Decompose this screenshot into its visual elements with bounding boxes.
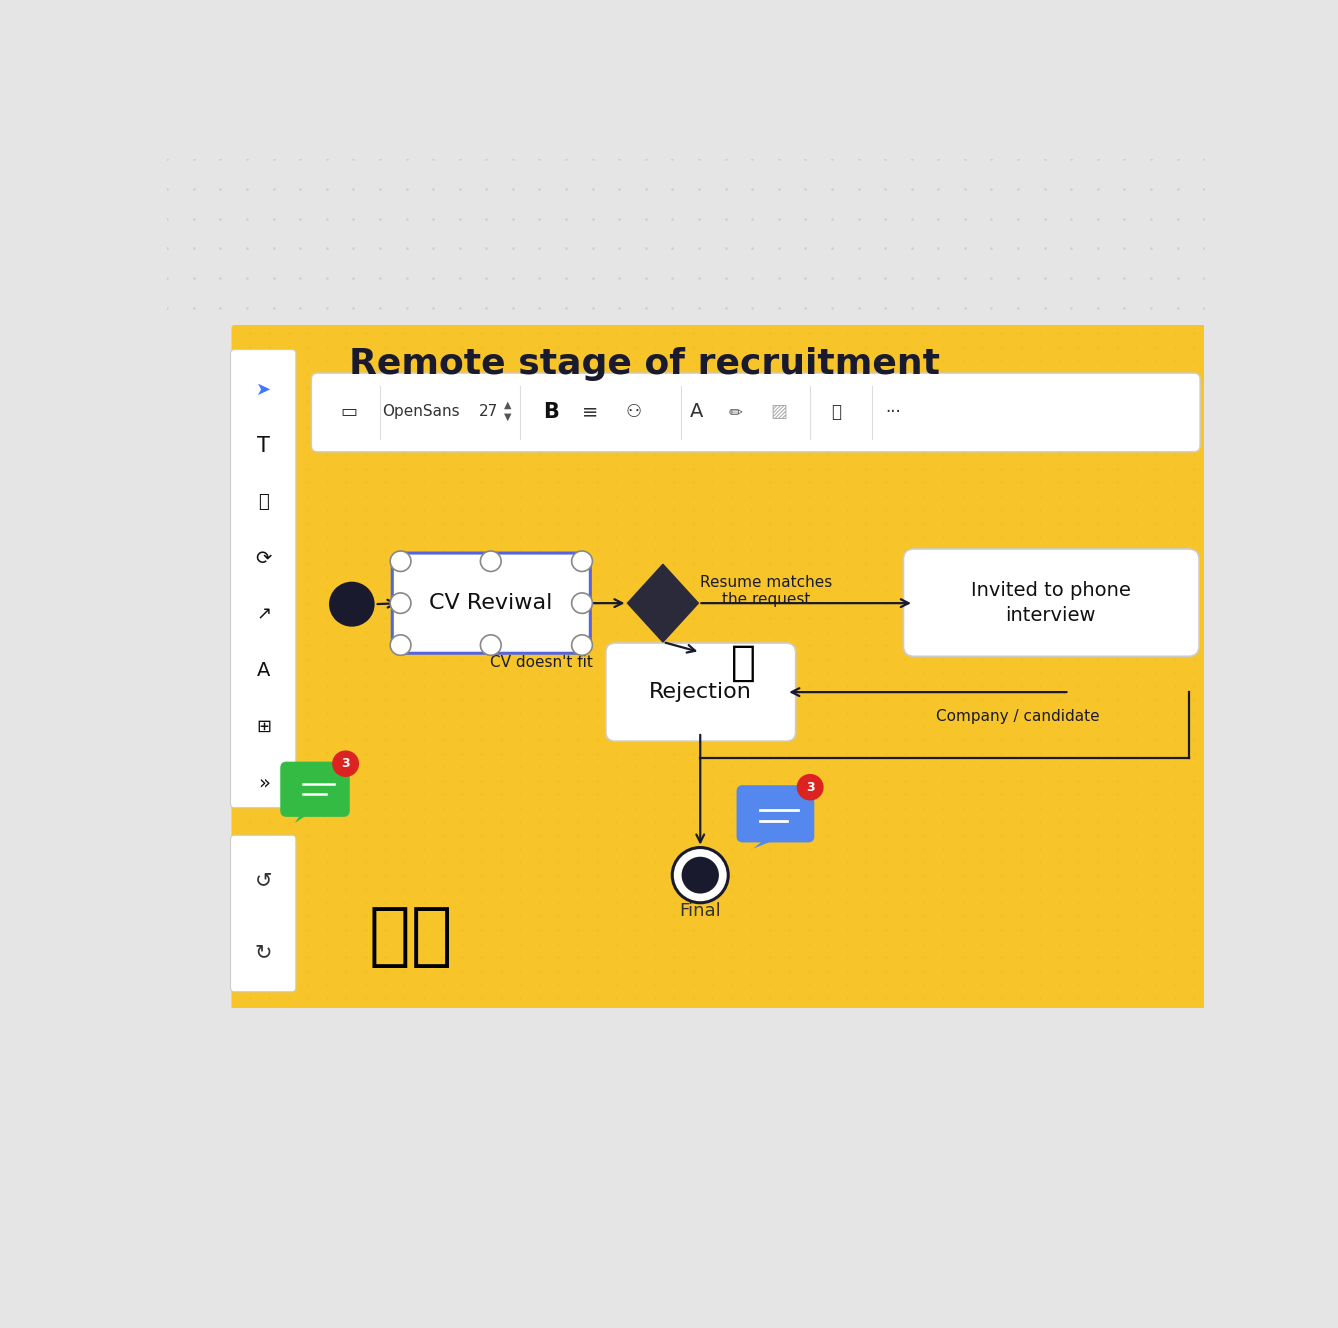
Text: Remote stage of recruitment: Remote stage of recruitment xyxy=(349,347,939,381)
FancyBboxPatch shape xyxy=(280,762,349,817)
FancyBboxPatch shape xyxy=(230,835,296,992)
Circle shape xyxy=(391,635,411,655)
Circle shape xyxy=(391,551,411,571)
FancyBboxPatch shape xyxy=(231,325,1207,1011)
Text: ⊞: ⊞ xyxy=(256,718,272,736)
Text: 🗒: 🗒 xyxy=(258,493,269,511)
Text: ⚇: ⚇ xyxy=(626,402,642,421)
Text: ▲: ▲ xyxy=(503,400,511,410)
Circle shape xyxy=(391,592,411,614)
Bar xyxy=(167,1008,1204,1182)
Circle shape xyxy=(480,551,502,571)
Text: T: T xyxy=(257,436,270,456)
Text: Resume matches
the request: Resume matches the request xyxy=(701,575,832,607)
Text: ▨: ▨ xyxy=(771,402,788,421)
FancyBboxPatch shape xyxy=(312,373,1200,452)
Text: A: A xyxy=(257,661,270,680)
Text: ↗: ↗ xyxy=(256,606,272,623)
Text: ···: ··· xyxy=(886,402,900,421)
Text: 27: 27 xyxy=(479,405,498,420)
Text: ≡: ≡ xyxy=(582,402,598,421)
Circle shape xyxy=(681,857,719,894)
Text: CV Reviwal: CV Reviwal xyxy=(429,594,553,614)
Circle shape xyxy=(571,635,593,655)
Text: »: » xyxy=(258,774,270,793)
Circle shape xyxy=(332,750,359,777)
Text: 3: 3 xyxy=(341,757,351,770)
FancyBboxPatch shape xyxy=(230,349,296,807)
Text: 3: 3 xyxy=(805,781,815,794)
Text: ✏: ✏ xyxy=(729,402,743,421)
FancyBboxPatch shape xyxy=(903,548,1199,656)
Circle shape xyxy=(796,774,824,801)
Polygon shape xyxy=(753,837,784,849)
Text: Company / candidate: Company / candidate xyxy=(935,709,1100,724)
Circle shape xyxy=(571,592,593,614)
Polygon shape xyxy=(294,810,313,823)
Circle shape xyxy=(672,847,728,903)
FancyBboxPatch shape xyxy=(606,643,796,741)
Text: CV doesn't fit: CV doesn't fit xyxy=(490,655,593,669)
Text: ▭: ▭ xyxy=(340,402,357,421)
Text: ⟳: ⟳ xyxy=(256,548,272,567)
Circle shape xyxy=(571,551,593,571)
Text: B: B xyxy=(543,402,559,422)
Text: Rejection: Rejection xyxy=(649,683,752,703)
Text: A: A xyxy=(689,402,702,421)
Text: Final: Final xyxy=(680,902,721,920)
Text: OpenSans: OpenSans xyxy=(383,405,460,420)
Text: 🔒: 🔒 xyxy=(831,402,842,421)
Text: ▼: ▼ xyxy=(503,412,511,422)
FancyBboxPatch shape xyxy=(392,552,590,653)
Text: ➤: ➤ xyxy=(256,380,272,398)
Circle shape xyxy=(329,582,375,627)
Polygon shape xyxy=(628,564,698,641)
Text: 👍: 👍 xyxy=(732,641,756,684)
Text: ↺: ↺ xyxy=(256,870,273,890)
Text: 🧑‍💻: 🧑‍💻 xyxy=(369,903,452,969)
Text: ↻: ↻ xyxy=(256,942,273,961)
Text: Invited to phone
interview: Invited to phone interview xyxy=(971,582,1131,625)
Circle shape xyxy=(480,635,502,655)
FancyBboxPatch shape xyxy=(736,785,815,842)
